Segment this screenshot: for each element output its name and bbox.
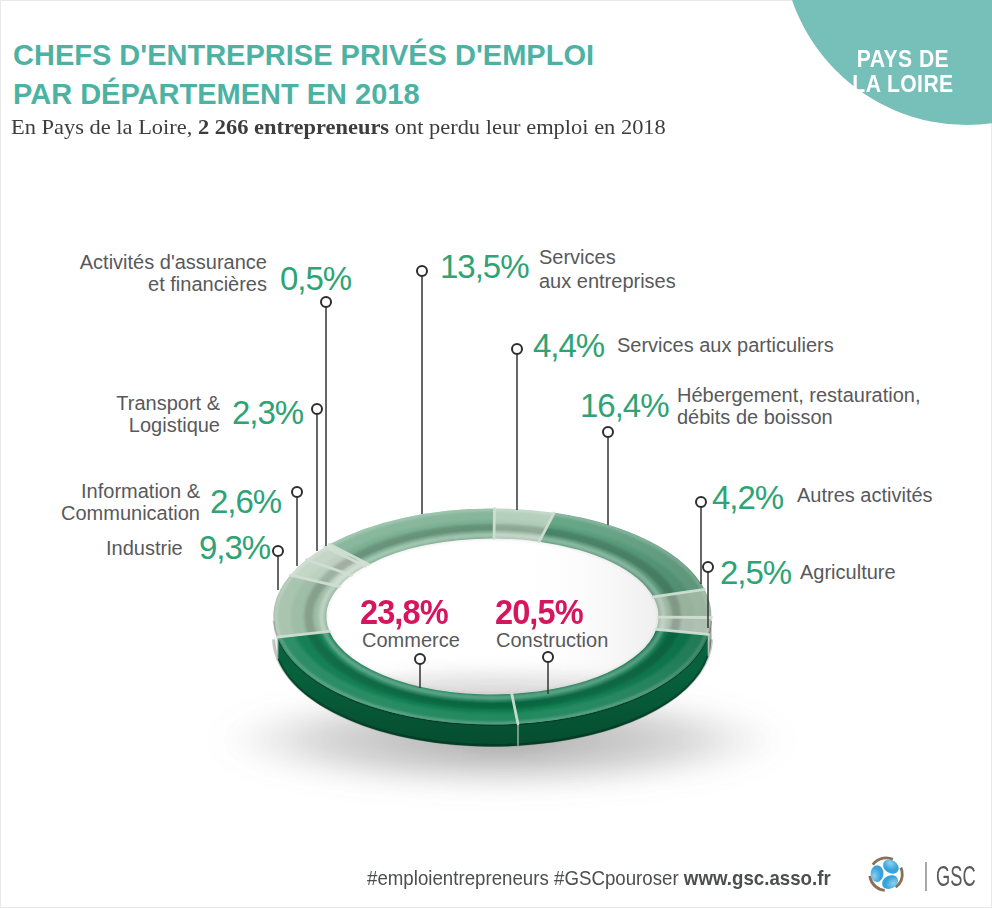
label-hebergement: Hébergement, restauration, débits de boi…	[677, 384, 920, 428]
pct-agriculture: 2,5%	[720, 556, 791, 589]
label-transport: Transport & Logistique	[100, 392, 220, 436]
pct-hebergement: 16,4%	[580, 389, 669, 422]
pct-commerce: 23,8%	[360, 594, 448, 629]
gsc-swirl-logo	[858, 845, 914, 901]
donut-chart	[0, 0, 992, 908]
pct-industrie: 9,3%	[199, 531, 270, 564]
gsc-brand-text: GSC	[936, 860, 976, 893]
label-agriculture: Agriculture	[800, 561, 896, 583]
label-industrie: Industrie	[106, 537, 183, 559]
pct-information: 2,6%	[210, 485, 281, 518]
pct-services-particuliers: 4,4%	[533, 329, 604, 362]
label-construction: Construction	[496, 629, 608, 651]
label-information: Information & Communication	[55, 480, 200, 524]
pct-construction: 20,5%	[495, 594, 583, 629]
pct-services-entreprises: 13,5%	[440, 250, 529, 283]
footer-text: #emploientrepreneurs #GSCpouroser www.gs…	[367, 866, 831, 890]
label-services-entreprises: Services aux entreprises	[539, 245, 676, 293]
logo-separator	[925, 862, 927, 891]
label-assurance: Activités d'assurance et financières	[57, 251, 267, 295]
pct-transport: 2,3%	[232, 396, 303, 429]
pct-autres: 4,2%	[712, 481, 783, 514]
label-services-particuliers: Services aux particuliers	[617, 334, 834, 356]
label-autres: Autres activités	[797, 484, 933, 506]
label-commerce: Commerce	[362, 629, 460, 651]
pct-assurance: 0,5%	[280, 262, 351, 295]
